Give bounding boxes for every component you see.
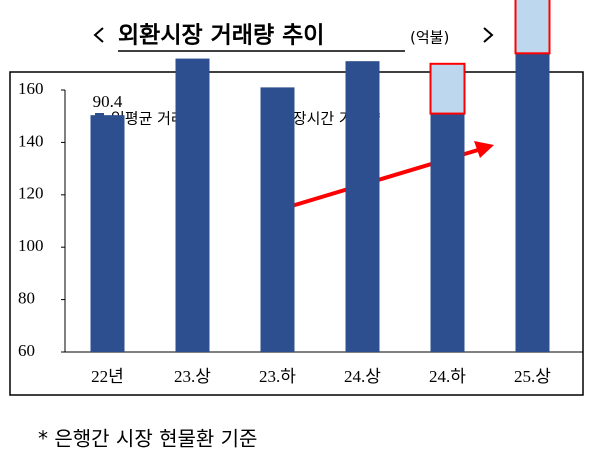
y-tick-label: 80 [18, 289, 35, 308]
chart-title: 외환시장 거래량 추이 [118, 23, 324, 49]
x-tick-label: 22년 [91, 367, 124, 386]
y-tick-label: 120 [18, 184, 44, 203]
bar-segment [430, 113, 465, 352]
x-tick-label: 23.상 [174, 367, 211, 386]
footnote: * 은행간 시장 현물환 기준 [38, 427, 257, 451]
y-tick-label: 60 [18, 341, 35, 360]
x-tick-label: 23.하 [259, 367, 296, 386]
x-tick-label: 24.상 [344, 367, 381, 386]
bar-segment [515, 53, 550, 352]
x-tick-label: 25.상 [514, 367, 551, 386]
value-label: 90.4 [93, 92, 123, 111]
bar-segment [90, 115, 125, 352]
title-bracket [483, 27, 494, 43]
y-tick-label: 140 [18, 131, 44, 150]
chart-frame [9, 71, 584, 396]
y-tick-label: 100 [18, 236, 44, 255]
bar-segment [260, 87, 295, 352]
y-tick-label: 160 [18, 79, 44, 98]
title-bracket [93, 27, 104, 43]
bar-segment [429, 62, 466, 115]
bar-segment [345, 61, 380, 353]
trend-arrow-head [474, 141, 494, 158]
bar-segment [514, 0, 551, 55]
x-tick-label: 24.하 [429, 367, 466, 386]
title-unit: (억불) [410, 29, 449, 47]
bar-segment [175, 58, 210, 353]
